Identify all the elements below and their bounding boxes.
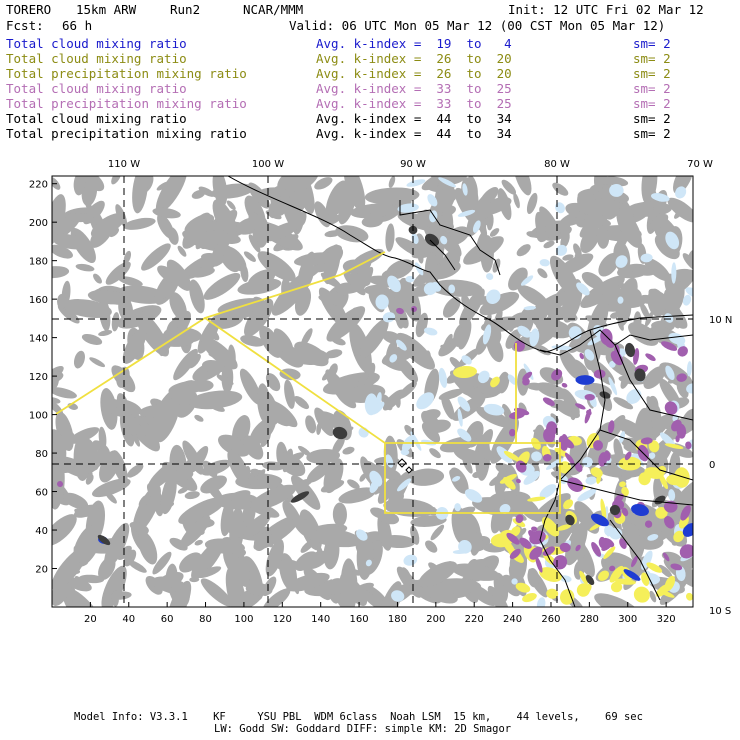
legend-sm-1: sm= 2: [633, 51, 671, 66]
x-tick-label: 40: [122, 614, 135, 625]
x-tick-label: 200: [426, 614, 445, 625]
legend-kindex-3: Avg. k-index = 33 to 25: [316, 81, 512, 96]
forecast-label: Fcst:: [6, 18, 44, 33]
legend-field-3: Total cloud mixing ratio: [6, 81, 187, 96]
latlon-grid: [52, 176, 693, 607]
x-tick-label: 260: [541, 614, 560, 625]
model-resolution: 15km ARW: [76, 2, 137, 17]
legend-kindex-0: Avg. k-index = 19 to 4: [316, 36, 512, 51]
legend-sm-6: sm= 2: [633, 126, 671, 141]
y-tick-label: 80: [35, 449, 48, 460]
cloud-field: [52, 176, 693, 607]
longitude-label: 90 W: [400, 159, 426, 170]
legend-field-6: Total precipitation mixing ratio: [6, 126, 247, 141]
x-tick-label: 160: [350, 614, 369, 625]
longitude-label: 100 W: [252, 159, 284, 170]
legend-sm-5: sm= 2: [633, 111, 671, 126]
y-tick-label: 40: [35, 526, 48, 537]
y-tick-label: 20: [35, 565, 48, 576]
model-name: TORERO: [6, 2, 52, 17]
latitude-label: 10 S: [709, 606, 731, 617]
legend-sm-2: sm= 2: [633, 66, 671, 81]
x-tick-label: 20: [84, 614, 97, 625]
legend-field-2: Total precipitation mixing ratio: [6, 66, 247, 81]
x-tick-label: 180: [388, 614, 407, 625]
valid-time: Valid: 06 UTC Mon 05 Mar 12 (00 CST Mon …: [289, 18, 666, 33]
plot-frame: [51, 175, 694, 608]
legend-field-4: Total precipitation mixing ratio: [6, 96, 247, 111]
y-tick-label: 140: [29, 334, 48, 345]
model-info-line1: Model Info: V3.3.1 KF YSU PBL WDM 6class…: [74, 711, 643, 723]
x-tick-label: 120: [273, 614, 292, 625]
legend-sm-3: sm= 2: [633, 81, 671, 96]
legend-field-5: Total cloud mixing ratio: [6, 111, 187, 126]
model-org: NCAR/MMM: [243, 2, 304, 17]
legend-kindex-4: Avg. k-index = 33 to 25: [316, 96, 512, 111]
model-run: Run2: [170, 2, 201, 17]
y-tick-label: 180: [29, 257, 48, 268]
legend-kindex-6: Avg. k-index = 44 to 34: [316, 126, 512, 141]
legend-field-0: Total cloud mixing ratio: [6, 36, 187, 51]
x-tick-label: 300: [618, 614, 637, 625]
y-tick-label: 220: [29, 180, 48, 191]
x-tick-label: 220: [465, 614, 484, 625]
y-tick-label: 60: [35, 488, 48, 499]
longitude-label: 80 W: [544, 159, 570, 170]
y-tick-label: 100: [29, 411, 48, 422]
x-tick-label: 320: [657, 614, 676, 625]
init-time: Init: 12 UTC Fri 02 Mar 12: [508, 2, 704, 17]
x-tick-label: 280: [580, 614, 599, 625]
legend-kindex-5: Avg. k-index = 44 to 34: [316, 111, 512, 126]
domain-outline: [55, 251, 561, 514]
x-tick-label: 80: [199, 614, 212, 625]
latitude-label: 10 N: [709, 315, 732, 326]
legend-sm-0: sm= 2: [633, 36, 671, 51]
x-tick-label: 100: [234, 614, 253, 625]
coastlines: [227, 176, 693, 607]
longitude-label: 70 W: [687, 159, 713, 170]
x-tick-label: 60: [161, 614, 174, 625]
latitude-label: 0: [709, 460, 715, 471]
y-tick-label: 160: [29, 295, 48, 306]
legend-sm-4: sm= 2: [633, 96, 671, 111]
forecast-hour: 66 h: [62, 18, 93, 33]
model-info-line2: LW: Godd SW: Goddard DIFF: simple KM: 2D…: [214, 723, 512, 735]
y-tick-label: 200: [29, 218, 48, 229]
x-tick-label: 240: [503, 614, 522, 625]
x-tick-label: 140: [311, 614, 330, 625]
legend-kindex-1: Avg. k-index = 26 to 20: [316, 51, 512, 66]
legend-field-1: Total cloud mixing ratio: [6, 51, 187, 66]
y-tick-label: 120: [29, 372, 48, 383]
legend-kindex-2: Avg. k-index = 26 to 20: [316, 66, 512, 81]
longitude-label: 110 W: [108, 159, 140, 170]
